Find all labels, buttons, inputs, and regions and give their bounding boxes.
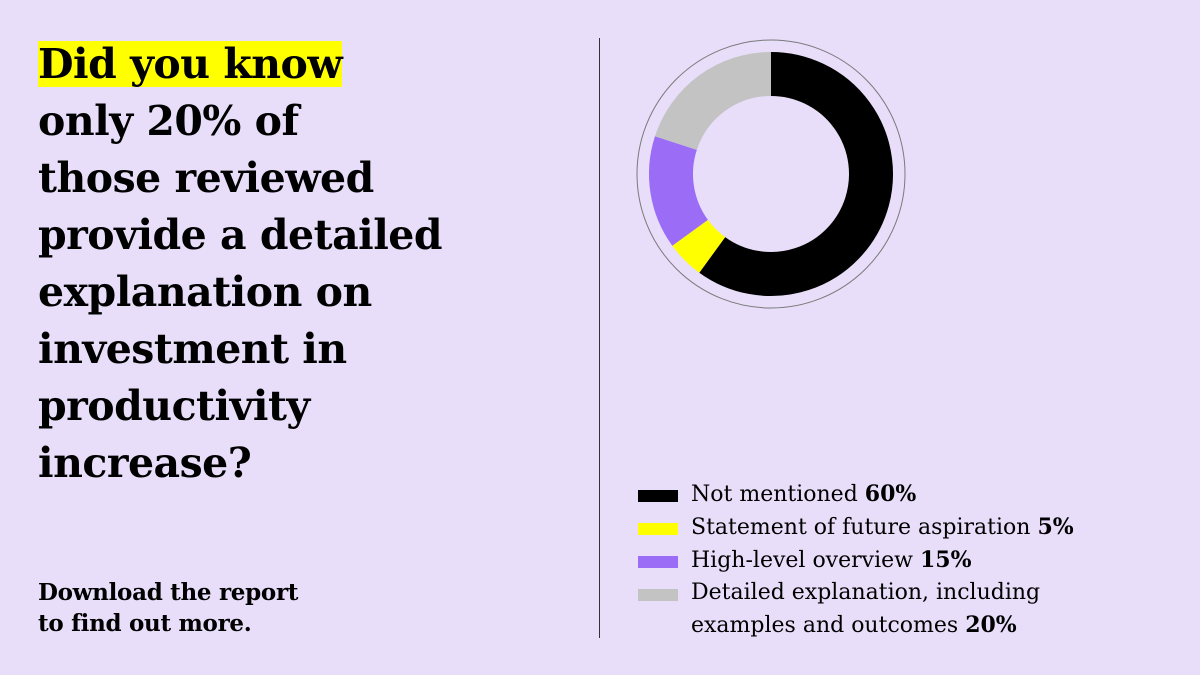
headline-line-4: provide a detailed bbox=[38, 211, 443, 259]
legend-label-text: Detailed explanation, including bbox=[691, 580, 1041, 605]
donut-slice-statement-of-future-aspiration bbox=[672, 219, 726, 273]
legend-item-not-mentioned: Not mentioned 60% bbox=[638, 478, 1178, 511]
legend-label-text: Statement of future aspiration bbox=[691, 515, 1038, 540]
donut-slice-not-mentioned bbox=[699, 52, 893, 296]
cta-line-1: Download the report bbox=[38, 579, 299, 606]
legend-label: High-level overview 15% bbox=[691, 544, 1178, 577]
cta-line-2: to find out more. bbox=[38, 610, 252, 637]
headline-line-3: those reviewed bbox=[38, 154, 374, 202]
legend-label: Statement of future aspiration 5% bbox=[691, 511, 1178, 544]
legend-value: 15% bbox=[919, 547, 972, 573]
headline-line-1: Did you know bbox=[38, 36, 558, 93]
legend-label-text: examples and outcomes bbox=[691, 613, 966, 638]
legend-item-detailed-explanation-including-examples-and-outcomes: Detailed explanation, including examples … bbox=[638, 577, 1178, 642]
chart-legend: Not mentioned 60% Statement of future asp… bbox=[638, 478, 1178, 642]
legend-label: Not mentioned 60% bbox=[691, 478, 1178, 511]
legend-swatch bbox=[638, 589, 678, 601]
donut-slice-detailed-explanation-including-examples-and-outcomes bbox=[654, 52, 772, 151]
legend-label-text: High-level overview bbox=[691, 548, 920, 573]
legend-value: 60% bbox=[864, 481, 917, 507]
donut-outline bbox=[636, 39, 906, 309]
headline-line-7: productivity bbox=[38, 382, 310, 430]
legend-label-text: Not mentioned bbox=[691, 482, 865, 507]
donut-chart bbox=[636, 39, 906, 309]
vertical-divider bbox=[599, 38, 600, 638]
donut-slice-high-level-overview bbox=[649, 136, 709, 246]
legend-swatch bbox=[638, 490, 678, 502]
download-report-text: Download the report to find out more. bbox=[38, 577, 438, 639]
headline-line-8: increase? bbox=[38, 439, 252, 487]
legend-value: 20% bbox=[965, 612, 1017, 638]
headline: Did you know only 20% of those reviewed … bbox=[38, 36, 558, 492]
legend-item-high-level-overview: High-level overview 15% bbox=[638, 544, 1178, 577]
legend-item-statement-of-future-aspiration: Statement of future aspiration 5% bbox=[638, 511, 1178, 544]
headline-line-6: investment in bbox=[38, 325, 347, 373]
headline-highlight: Did you know bbox=[38, 40, 343, 88]
legend-swatch bbox=[638, 523, 678, 535]
legend-swatch bbox=[638, 556, 678, 568]
headline-line-2: only 20% of bbox=[38, 97, 299, 145]
headline-line-5: explanation on bbox=[38, 268, 372, 316]
legend-label: Detailed explanation, including examples … bbox=[691, 577, 1178, 642]
legend-value: 5% bbox=[1037, 514, 1074, 540]
